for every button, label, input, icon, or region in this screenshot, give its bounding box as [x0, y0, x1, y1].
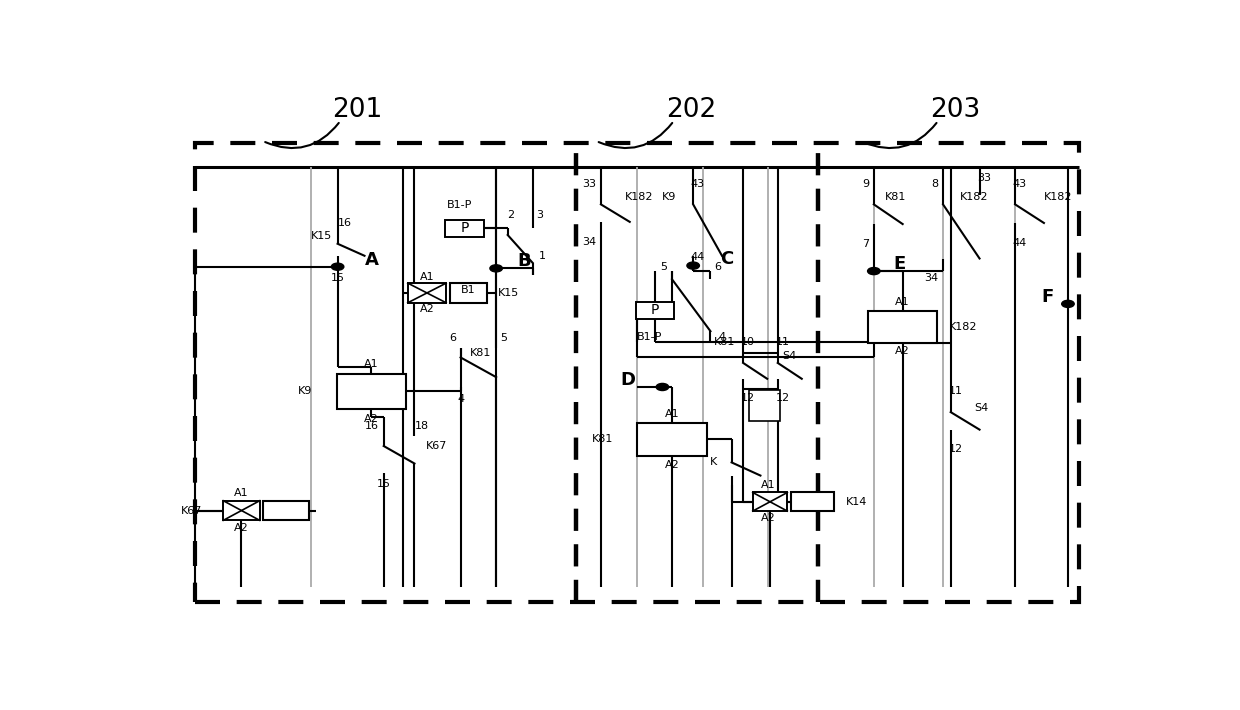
Bar — [445, 219, 484, 237]
Text: 8: 8 — [931, 179, 939, 189]
Circle shape — [1061, 300, 1074, 307]
Bar — [791, 493, 835, 511]
Text: 34: 34 — [924, 273, 939, 283]
Text: K14: K14 — [846, 497, 867, 507]
Text: 18: 18 — [415, 421, 429, 432]
Text: 7: 7 — [862, 239, 869, 248]
Text: K9: K9 — [299, 386, 312, 396]
Text: A1: A1 — [419, 271, 434, 282]
Text: 6: 6 — [449, 333, 456, 343]
Text: C: C — [720, 250, 733, 268]
Text: 15: 15 — [377, 479, 391, 489]
Text: A1: A1 — [895, 297, 910, 307]
Text: A1: A1 — [234, 488, 249, 498]
Bar — [408, 283, 446, 302]
Text: K182: K182 — [960, 192, 988, 202]
Text: K15: K15 — [498, 288, 520, 298]
Bar — [753, 493, 787, 511]
Text: D: D — [620, 371, 635, 389]
Circle shape — [868, 268, 880, 275]
Text: K81: K81 — [714, 337, 735, 347]
Text: K81: K81 — [470, 348, 491, 358]
Text: 9: 9 — [862, 179, 869, 189]
Text: K81: K81 — [885, 192, 906, 202]
Text: S4: S4 — [782, 351, 796, 361]
Text: 44: 44 — [691, 253, 706, 263]
Text: A2: A2 — [419, 305, 434, 315]
Text: A2: A2 — [234, 523, 249, 533]
Text: 43: 43 — [691, 179, 706, 189]
Text: S4: S4 — [975, 403, 990, 413]
Text: 5: 5 — [501, 333, 507, 343]
Text: 3: 3 — [536, 209, 543, 220]
Text: K: K — [711, 457, 717, 467]
Circle shape — [331, 263, 343, 271]
Text: 203: 203 — [930, 97, 981, 123]
Text: 6: 6 — [714, 262, 722, 272]
Bar — [450, 283, 486, 302]
Text: P: P — [651, 303, 658, 317]
Text: A2: A2 — [895, 346, 910, 356]
Text: 202: 202 — [666, 97, 717, 123]
Text: K9: K9 — [661, 192, 676, 202]
Text: K182: K182 — [949, 322, 977, 332]
Text: K182: K182 — [1044, 192, 1073, 202]
Text: 16: 16 — [365, 421, 379, 432]
Text: K15: K15 — [311, 231, 332, 241]
Text: 12: 12 — [740, 393, 755, 403]
Text: E: E — [893, 255, 905, 273]
Bar — [263, 501, 309, 520]
Bar — [637, 422, 707, 457]
Text: 10: 10 — [742, 337, 755, 347]
Text: 16: 16 — [339, 218, 352, 228]
Text: A2: A2 — [665, 460, 680, 470]
Text: 11: 11 — [775, 337, 790, 347]
Text: 33: 33 — [582, 179, 596, 189]
Text: 11: 11 — [949, 386, 962, 396]
Bar — [336, 373, 405, 409]
Text: 12: 12 — [775, 393, 790, 403]
Text: B1-P: B1-P — [637, 332, 662, 342]
Text: B1: B1 — [461, 285, 476, 295]
Text: 12: 12 — [949, 444, 962, 454]
Circle shape — [656, 383, 668, 391]
Text: 4: 4 — [458, 394, 464, 404]
Text: A2: A2 — [363, 414, 378, 424]
Text: 2: 2 — [507, 209, 515, 220]
Text: A: A — [365, 251, 378, 269]
Text: 15: 15 — [331, 273, 345, 283]
Text: B1-P: B1-P — [446, 200, 472, 210]
Text: 33: 33 — [977, 173, 991, 183]
Text: A1: A1 — [761, 481, 775, 491]
Text: K67: K67 — [181, 506, 202, 515]
Bar — [868, 311, 937, 343]
Text: 43: 43 — [1013, 179, 1027, 189]
Text: A1: A1 — [665, 409, 680, 419]
Text: K67: K67 — [427, 441, 448, 451]
Text: 201: 201 — [331, 97, 382, 123]
Text: A2: A2 — [761, 513, 775, 523]
Text: P: P — [460, 222, 469, 236]
Text: 34: 34 — [582, 236, 596, 246]
Text: 44: 44 — [1013, 238, 1027, 248]
Text: 4: 4 — [718, 332, 725, 342]
Text: 1: 1 — [539, 251, 546, 261]
Text: F: F — [1042, 288, 1054, 306]
Text: A1: A1 — [363, 359, 378, 368]
Text: 5: 5 — [660, 262, 667, 272]
Bar — [223, 501, 259, 520]
Text: B: B — [517, 252, 531, 271]
Text: K81: K81 — [591, 435, 614, 444]
Bar — [635, 302, 675, 320]
Circle shape — [687, 262, 699, 269]
Text: K182: K182 — [625, 192, 653, 202]
Bar — [749, 390, 780, 422]
Circle shape — [490, 265, 502, 272]
